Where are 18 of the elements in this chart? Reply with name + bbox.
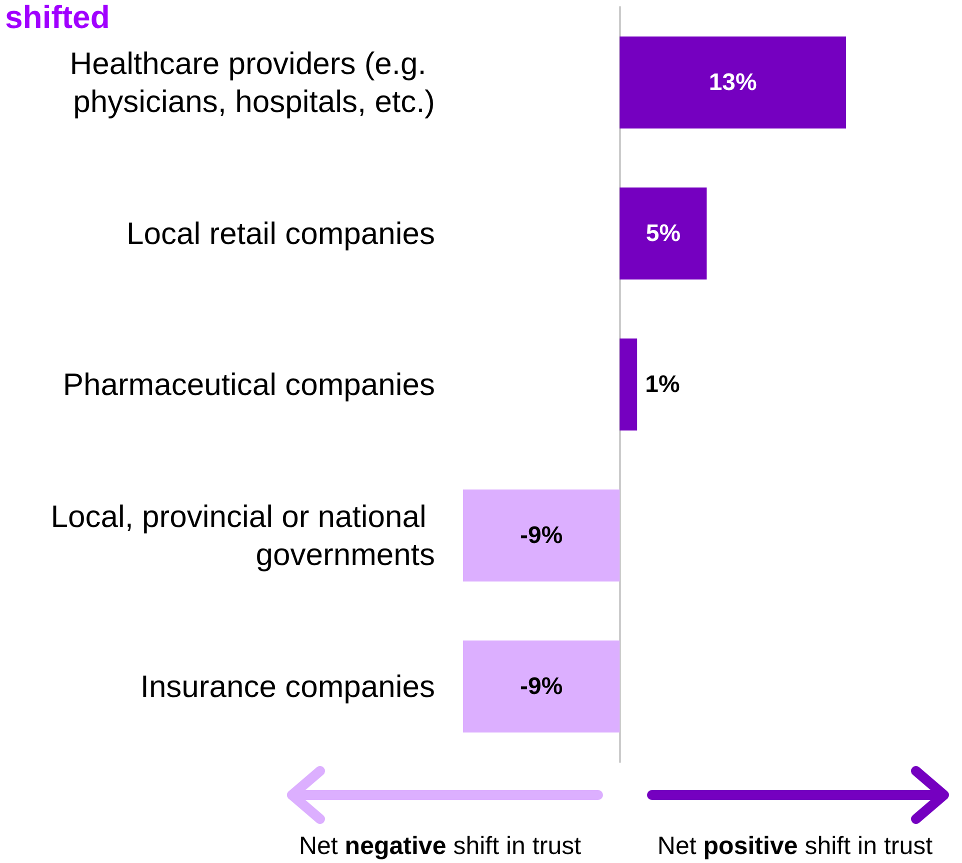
y-tick-label: Insurance companies xyxy=(140,669,435,704)
text: Net negative shift in trust xyxy=(298,832,582,860)
bar xyxy=(620,36,846,128)
y-tick-label: Local retail companies xyxy=(126,216,435,251)
data-label: -9% xyxy=(520,522,563,549)
data-label: 5% xyxy=(646,220,681,247)
bar xyxy=(620,188,707,280)
y-tick-label: Local, provincial or national governments xyxy=(50,499,435,572)
bar xyxy=(463,640,620,732)
bar xyxy=(463,490,620,582)
y-tick-label: Healthcare providers (e.g. physicians, hospitals, etc.) xyxy=(70,46,435,119)
data-label: 1% xyxy=(645,371,680,398)
text: shifted xyxy=(5,0,110,35)
data-label: -9% xyxy=(520,673,563,700)
y-tick-label: Pharmaceutical companies xyxy=(62,367,435,402)
bar xyxy=(620,338,638,430)
data-label: 13% xyxy=(708,69,757,96)
text: Net positive shift in trust xyxy=(657,832,933,860)
